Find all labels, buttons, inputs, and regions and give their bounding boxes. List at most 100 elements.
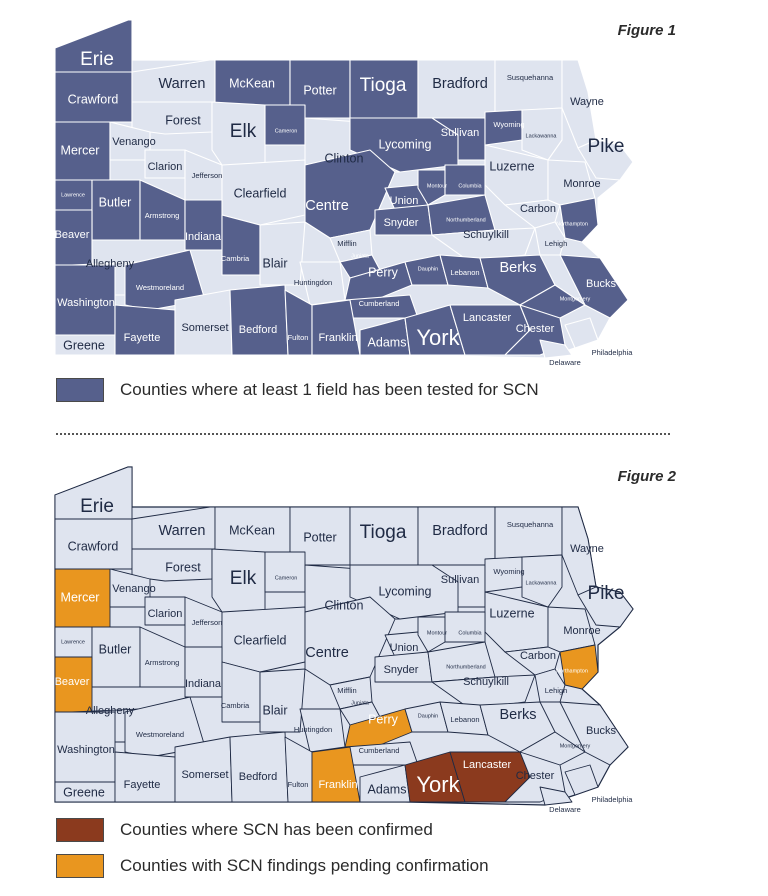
county-label-pike: Pike	[588, 136, 625, 157]
county-label-union: Union	[390, 195, 419, 207]
county-bedford	[229, 731, 289, 803]
county-label-somerset: Somerset	[181, 322, 228, 334]
county-lehigh	[534, 668, 566, 703]
county-label-monroe: Monroe	[563, 178, 600, 190]
county-butler	[91, 179, 141, 241]
county-label-lawrence: Lawrence	[61, 639, 85, 645]
county-label-schuylkill: Schuylkill	[463, 229, 509, 241]
county-label-greene: Greene	[63, 785, 105, 799]
county-susquehanna	[494, 506, 563, 560]
county-label-bucks: Bucks	[586, 725, 616, 737]
county-label-chester: Chester	[516, 770, 555, 782]
county-label-westmoreland: Westmoreland	[136, 283, 184, 292]
county-label-mifflin: Mifflin	[337, 686, 356, 695]
county-label-fayette: Fayette	[124, 779, 161, 791]
county-label-beaver: Beaver	[55, 229, 90, 241]
county-label-montgomery: Montgomery	[560, 296, 591, 302]
county-label-lebanon: Lebanon	[450, 715, 479, 724]
county-label-blair: Blair	[262, 256, 287, 270]
county-label-washington: Washington	[57, 744, 115, 756]
county-lehigh	[534, 221, 566, 256]
county-label-fulton: Fulton	[288, 780, 309, 789]
county-label-lackawanna: Lackawanna	[526, 133, 558, 139]
county-label-forest: Forest	[165, 113, 201, 127]
county-perry	[344, 261, 413, 301]
county-label-tioga: Tioga	[360, 75, 407, 96]
county-label-cumberland: Cumberland	[359, 299, 400, 308]
county-label-york: York	[416, 772, 460, 797]
county-philadelphia	[564, 764, 599, 796]
county-label-clarion: Clarion	[148, 608, 183, 620]
county-delaware	[539, 786, 573, 806]
legend-label-tested: Counties where at least 1 field has been…	[120, 380, 539, 399]
county-label-butler: Butler	[99, 195, 132, 209]
county-susquehanna	[494, 59, 563, 113]
county-label-indiana: Indiana	[185, 678, 222, 690]
county-label-mckean: McKean	[229, 523, 275, 537]
county-label-juniata: Juniata	[351, 700, 370, 706]
county-label-cambria: Cambria	[221, 701, 250, 710]
figure-2-title: Figure 2	[617, 468, 676, 485]
county-label-delaware: Delaware	[549, 358, 581, 367]
county-label-elk: Elk	[230, 568, 257, 589]
county-label-potter: Potter	[303, 83, 336, 97]
county-label-mercer: Mercer	[61, 143, 100, 157]
county-label-warren: Warren	[159, 76, 206, 92]
legend-swatch-pending	[56, 854, 104, 878]
county-label-bedford: Bedford	[239, 324, 278, 336]
county-blair	[259, 668, 306, 733]
county-cameron	[264, 104, 306, 146]
county-label-lackawanna: Lackawanna	[526, 580, 558, 586]
figure-1-title: Figure 1	[617, 22, 676, 39]
county-montour	[417, 169, 446, 206]
county-label-montour: Montour	[427, 630, 447, 636]
county-label-philadelphia: Philadelphia	[592, 795, 634, 804]
county-label-snyder: Snyder	[384, 217, 419, 229]
county-northampton	[559, 197, 599, 243]
county-label-potter: Potter	[303, 530, 336, 544]
county-label-somerset: Somerset	[181, 769, 228, 781]
county-label-lawrence: Lawrence	[61, 192, 85, 198]
county-label-centre: Centre	[305, 198, 349, 214]
figure-2-legend-confirmed: Counties where SCN has been confirmed	[56, 818, 433, 842]
county-label-mckean: McKean	[229, 76, 275, 90]
county-cambria	[221, 661, 261, 723]
county-label-clinton: Clinton	[325, 598, 364, 612]
county-erie	[54, 19, 133, 73]
county-label-crawford: Crawford	[68, 539, 119, 553]
county-cambria	[221, 214, 261, 276]
county-label-bucks: Bucks	[586, 278, 616, 290]
county-label-susquehanna: Susquehanna	[507, 520, 554, 529]
county-label-allegheny: Allegheny	[86, 705, 135, 717]
county-label-schuylkill: Schuylkill	[463, 676, 509, 688]
county-label-northumberland: Northumberland	[446, 217, 485, 223]
county-label-juniata: Juniata	[351, 253, 370, 259]
county-columbia	[444, 164, 486, 196]
county-label-crawford: Crawford	[68, 92, 119, 106]
county-label-beaver: Beaver	[55, 676, 90, 688]
county-label-lehigh: Lehigh	[545, 686, 568, 695]
county-label-tioga: Tioga	[360, 522, 407, 543]
county-label-jefferson: Jefferson	[192, 171, 223, 180]
county-label-clarion: Clarion	[148, 161, 183, 173]
county-label-erie: Erie	[80, 496, 114, 517]
county-label-lebanon: Lebanon	[450, 268, 479, 277]
county-label-lancaster: Lancaster	[463, 759, 512, 771]
county-label-carbon: Carbon	[520, 650, 556, 662]
county-label-elk: Elk	[230, 121, 257, 142]
county-label-berks: Berks	[499, 260, 536, 276]
county-label-montour: Montour	[427, 183, 447, 189]
county-label-warren: Warren	[159, 523, 206, 539]
county-label-indiana: Indiana	[185, 231, 222, 243]
county-montour	[417, 616, 446, 653]
county-philadelphia	[564, 317, 599, 349]
county-label-armstrong: Armstrong	[145, 658, 180, 667]
county-label-bradford: Bradford	[432, 76, 488, 92]
county-label-cumberland: Cumberland	[359, 746, 400, 755]
county-cameron	[264, 551, 306, 593]
county-label-lehigh: Lehigh	[545, 239, 568, 248]
county-fayette	[114, 304, 176, 356]
county-label-huntingdon: Huntingdon	[294, 725, 332, 734]
figure-divider	[56, 433, 670, 435]
county-label-cameron: Cameron	[275, 128, 298, 134]
